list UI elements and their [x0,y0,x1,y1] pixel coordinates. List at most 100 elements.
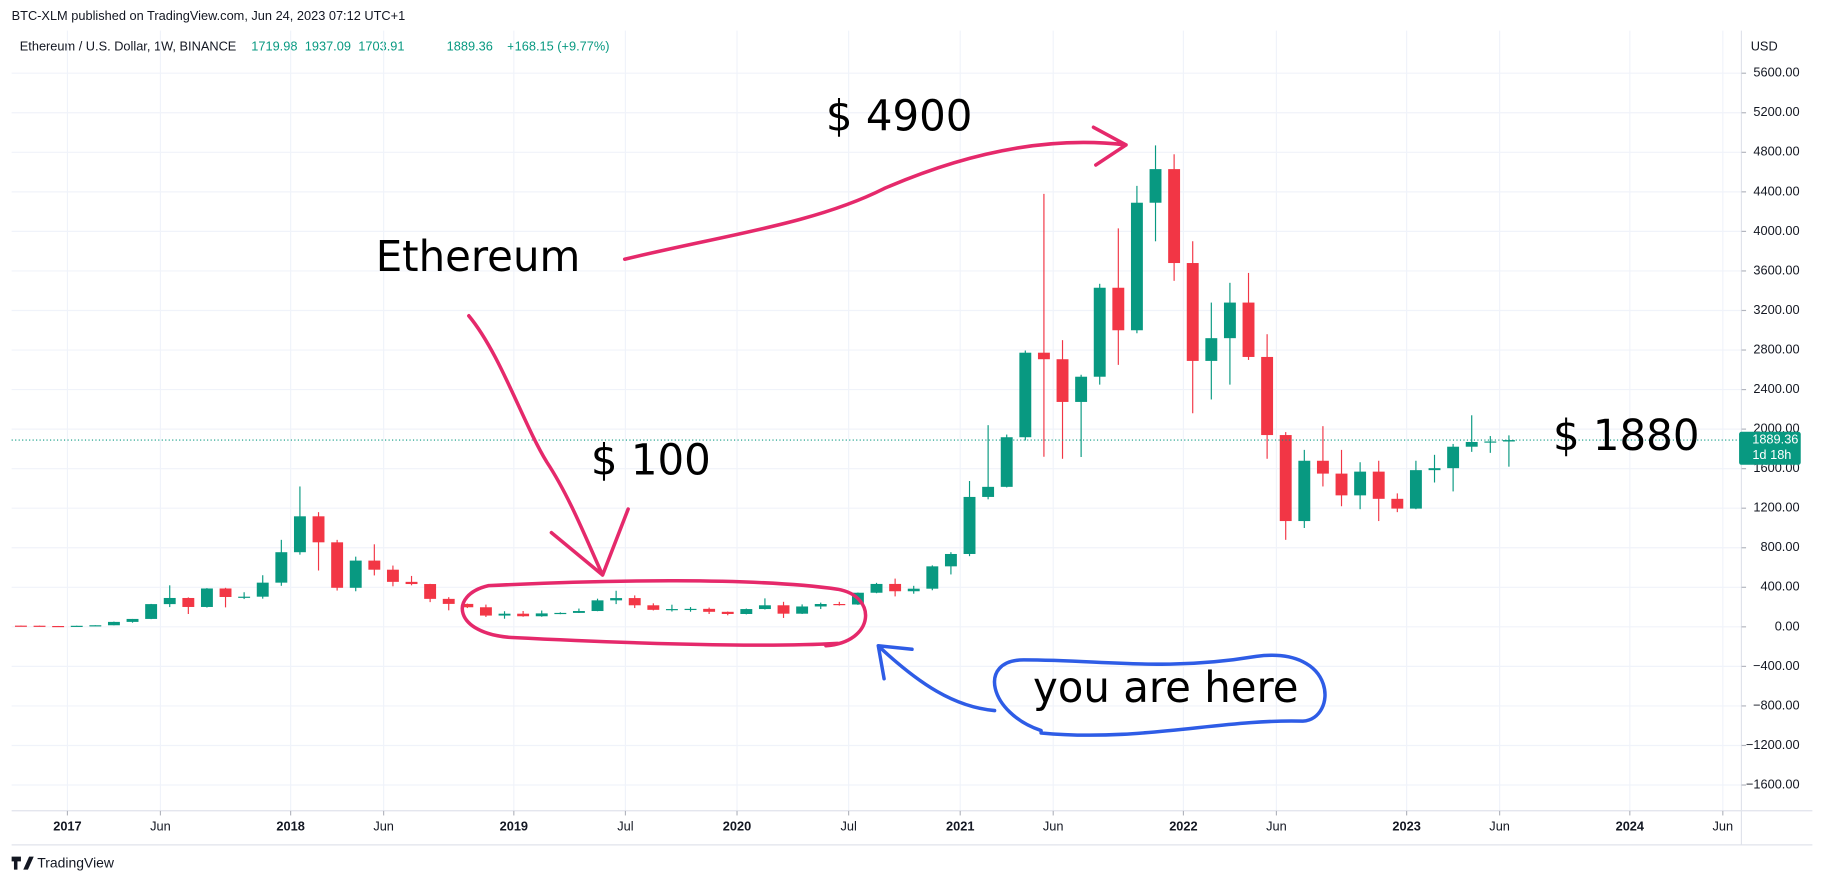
drawings [460,125,1327,737]
candle-body [256,582,269,597]
candle-body [944,553,957,567]
candle-body [1093,287,1106,377]
x-tick-label: 2019 [500,819,528,834]
candle-body [1447,446,1460,469]
candle-body [442,598,455,604]
footer-brand: TradingView [37,854,115,870]
candle-body [1168,169,1181,264]
range-circle [460,579,868,648]
open-value: 1719.98 [251,38,297,53]
price-badge-countdown: 1d 18h [1752,447,1791,462]
candle-body [14,625,27,627]
candle-body [1316,460,1329,474]
candle-body [331,542,344,588]
candle-body [572,611,585,613]
candle-body [777,605,790,614]
candle-body [107,621,120,626]
candle-body [1056,359,1069,402]
candle-body [1223,302,1236,339]
y-tick-label: −1600.00 [1746,776,1800,791]
y-tick-label: 2000.00 [1753,420,1799,435]
y-tick-label: 1200.00 [1753,500,1799,515]
candle-body [591,600,604,612]
close-value: 1889.36 [447,38,493,53]
change-value: +168.15 (+9.77%) [507,38,609,53]
candle-body [1484,441,1497,443]
currency: USD [1751,38,1778,53]
plot: −1600.00 −1200.00 −800.00 −400.00 0.00 400.00… [11,30,1801,834]
candle-body [907,588,920,592]
y-tick-label: 400.00 [1760,579,1799,594]
candle-body [1242,302,1255,357]
y-tick-label: 800.00 [1760,539,1799,554]
candle-body [1428,468,1441,471]
candle-body [368,560,381,570]
y-tick-label: 3200.00 [1753,302,1799,317]
y-tick-label: −800.00 [1753,697,1800,712]
you-are-here-circle [992,653,1327,737]
candle-body [1409,470,1422,509]
candle-body [1502,440,1515,442]
published-note: BTC-XLM published on TradingView.com, Ju… [12,8,406,23]
candle-body [1112,287,1125,331]
candle-body [349,560,362,588]
candle-body [275,552,288,583]
candle-body [1000,437,1013,487]
x-tick-label: Jun [1713,819,1734,834]
high-value: 1937.09 [305,38,351,53]
candle-body [312,516,325,543]
y-tick-label: 4400.00 [1753,183,1799,198]
candle-body [1019,352,1032,438]
candle-body [870,583,883,593]
y-tick-label: 3600.00 [1753,262,1799,277]
candle-body [461,603,474,608]
annotation: you are here [1033,663,1299,712]
candle-body [1186,263,1199,361]
arrow-to-peak [622,125,1128,262]
candle-body [554,612,567,615]
y-tick-label: 2800.00 [1753,341,1799,356]
candle-body [145,604,158,619]
y-tick-label: −1200.00 [1746,737,1800,752]
x-tick-label: 2021 [946,819,974,834]
candle-body [1298,460,1311,522]
x-tick-label: 2023 [1392,819,1420,834]
x-tick-label: Jun [1266,819,1287,834]
annotation: $ 100 [591,435,711,484]
candle-body [182,597,195,607]
candle-body [200,588,213,607]
candle-body [721,611,734,614]
candle-body [89,625,102,627]
y-tick-label: −400.00 [1753,658,1800,673]
y-tick-label: 4800.00 [1753,144,1799,159]
y-tick-label: 5200.00 [1753,104,1799,119]
candle-body [963,496,976,554]
x-tick-label: 2024 [1616,819,1645,834]
candle-body [740,609,753,614]
x-tick-label: 2018 [276,819,304,834]
x-tick-label: Jun [373,819,394,834]
candle-body [647,605,660,610]
candle-body [1149,169,1162,203]
y-tick-label: 0.00 [1775,618,1800,633]
candle-body [1335,473,1348,496]
candle-body [33,625,46,627]
candle-body [238,596,251,598]
candle-body [1205,338,1218,361]
low-value: 1703.91 [358,38,404,53]
candle-body [1261,356,1274,436]
candle-body [1075,376,1088,402]
candle-body [479,607,492,616]
candle-body [982,486,995,497]
candle-body [665,609,678,611]
logo [11,856,34,870]
x-tick-label: 2017 [53,819,81,834]
candle-body [1279,435,1292,522]
candle-body [1354,471,1367,496]
candle-body [405,581,418,585]
annotation: Ethereum [376,232,581,281]
price-badge [1739,431,1801,465]
arrow-to-range [467,314,630,577]
candle-body [52,625,65,628]
